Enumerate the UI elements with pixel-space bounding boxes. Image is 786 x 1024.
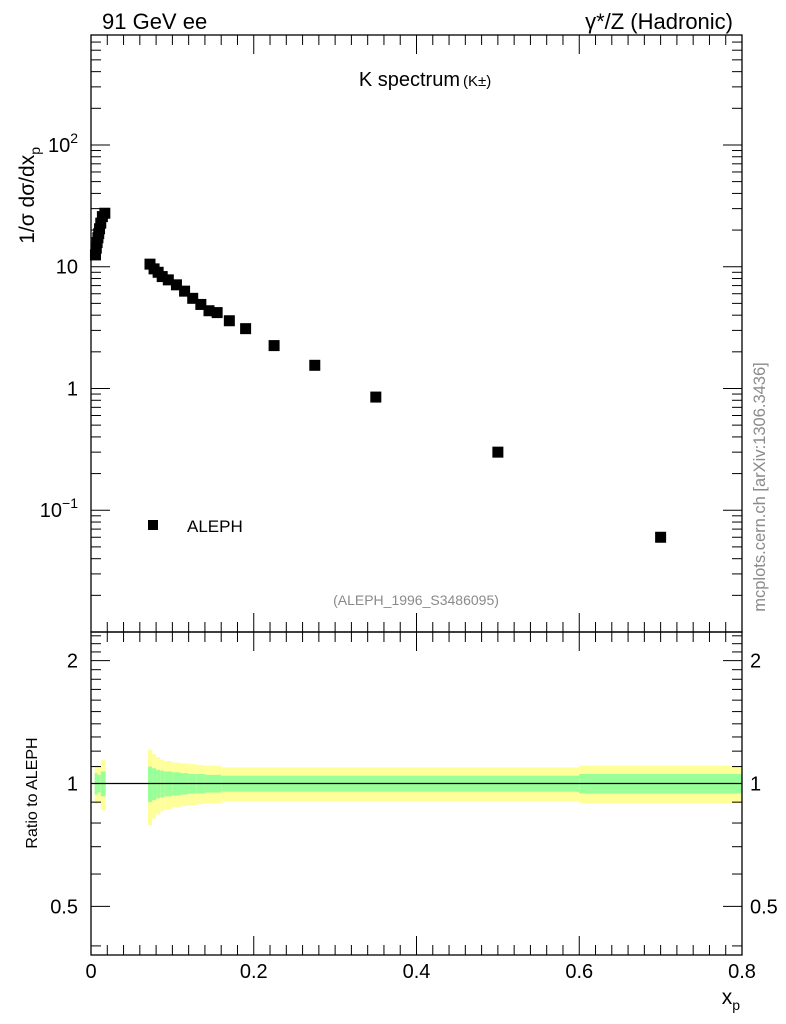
x-tick-label: 0: [85, 961, 96, 983]
ratio-plot: 0.5 0.51 12 2 0 0.2 0.4 0.6 0.8 Ratio to ALEPH …: [24, 631, 778, 1013]
x-tick-label: 0.6: [565, 961, 593, 983]
main-chart-title: K spectrum: [359, 69, 460, 91]
ratio-y-tick-label-left: 2: [67, 651, 78, 673]
main-y-tick-label: 102: [48, 130, 78, 157]
ratio-y-tick-label-right: 2: [750, 651, 761, 673]
ratio-band-inner: [152, 768, 157, 801]
ratio-plot-frame: [90, 631, 743, 956]
data-point: [268, 340, 280, 352]
main-y-tick-label: 10: [56, 257, 78, 279]
data-point: [203, 305, 215, 317]
data-point: [95, 217, 107, 229]
data-point: [99, 207, 111, 219]
data-point: [179, 285, 191, 297]
x-axis-label: xp: [722, 986, 741, 1013]
ratio-band-inner: [147, 766, 153, 803]
analysis-watermark: (ALEPH_1996_S3486095): [333, 592, 499, 608]
side-source-label: mcplots.cern.ch [arXiv:1306.3436]: [751, 362, 769, 611]
x-tick-label: 0.4: [403, 961, 431, 983]
ratio-y-axis-label: Ratio to ALEPH: [24, 737, 41, 848]
main-plot-frame: [90, 34, 743, 633]
legend-entry-aleph: ALEPH: [187, 517, 243, 536]
data-point: [156, 271, 168, 283]
data-point: [187, 292, 199, 304]
data-point: [370, 391, 382, 403]
header-left-label: 91 GeV ee: [102, 9, 207, 34]
ratio-y-tick-label-left: 1: [67, 773, 78, 795]
ratio-y-tick-label-right: 1: [750, 773, 761, 795]
main-y-tick-label: 1: [67, 378, 78, 400]
main-plot: 102 10 1 10−1 K spectrum (K±) 1/σ dσ/dxp AL…: [16, 34, 743, 633]
x-tick-label: 0.8: [728, 961, 756, 983]
main-y-tick-label: 10−1: [40, 495, 78, 522]
x-tick-labels: 0 0.2 0.4 0.6 0.8: [85, 961, 755, 983]
main-y-axis-label: 1/σ dσ/dxp: [16, 147, 43, 244]
ratio-axis-ticks: [90, 632, 743, 955]
data-point: [223, 315, 235, 327]
data-point: [162, 274, 174, 286]
ratio-y-tick-label-right: 0.5: [750, 896, 778, 918]
data-point: [309, 359, 321, 371]
main-y-tick-labels: 102 10 1 10−1: [40, 130, 78, 522]
data-point: [492, 446, 504, 458]
data-point: [94, 223, 106, 235]
legend-marker: [148, 520, 158, 530]
data-point: [655, 531, 667, 543]
legend: ALEPH: [148, 517, 243, 536]
ratio-y-tick-labels: 0.5 0.5 1 1 2 2: [50, 651, 778, 919]
header-right-label: γ*/Z (Hadronic): [585, 9, 733, 34]
data-point: [195, 298, 207, 310]
data-point: [90, 242, 102, 254]
ratio-uncertainty-bands: [94, 749, 742, 826]
ratio-y-tick-label-left: 0.5: [50, 896, 78, 918]
main-data-points: [89, 207, 667, 543]
x-tick-label: 0.2: [240, 961, 268, 983]
data-point: [211, 307, 223, 319]
main-chart-title-suffix: (K±): [463, 73, 491, 90]
data-point: [89, 249, 101, 261]
data-point: [170, 279, 182, 291]
main-axis-ticks: [90, 34, 743, 633]
data-point: [240, 323, 252, 335]
